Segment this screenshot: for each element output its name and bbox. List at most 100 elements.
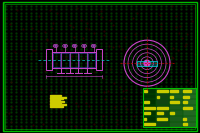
Point — [49, 105, 53, 107]
Point — [99, 75, 103, 77]
Point — [4, 108, 8, 110]
Point — [49, 121, 53, 123]
Point — [59, 65, 63, 67]
Point — [44, 15, 48, 17]
Point — [109, 45, 113, 47]
Point — [9, 88, 13, 90]
Point — [124, 51, 128, 54]
Point — [184, 108, 188, 110]
Point — [89, 98, 93, 100]
Point — [154, 41, 158, 44]
Point — [99, 28, 103, 30]
Point — [64, 81, 68, 84]
Point — [44, 121, 48, 123]
Point — [99, 15, 103, 17]
Point — [184, 75, 188, 77]
Point — [59, 8, 63, 10]
Point — [124, 28, 128, 30]
Point — [94, 88, 98, 90]
Point — [159, 22, 163, 24]
Point — [54, 18, 58, 20]
Point — [114, 28, 118, 30]
Point — [189, 5, 193, 7]
Point — [184, 81, 188, 84]
Point — [29, 15, 33, 17]
Bar — [183, 118, 186, 120]
Point — [9, 12, 13, 14]
Point — [39, 5, 43, 7]
Point — [154, 71, 158, 74]
Point — [74, 88, 78, 90]
Point — [144, 12, 148, 14]
Point — [144, 115, 148, 117]
Point — [134, 12, 138, 14]
Point — [139, 45, 143, 47]
Point — [79, 48, 83, 50]
Point — [155, 74, 158, 76]
Point — [114, 48, 118, 50]
Point — [159, 8, 163, 10]
Point — [159, 101, 163, 103]
Bar — [183, 94, 196, 99]
Point — [179, 88, 183, 90]
Point — [159, 125, 163, 127]
Point — [44, 108, 48, 110]
Point — [59, 25, 63, 27]
Point — [164, 125, 168, 127]
Point — [4, 118, 8, 120]
Point — [104, 12, 108, 14]
Point — [94, 71, 98, 74]
Point — [154, 88, 158, 90]
Point — [14, 91, 18, 93]
Point — [164, 12, 168, 14]
Point — [14, 32, 18, 34]
Point — [89, 18, 93, 20]
Point — [129, 15, 133, 17]
Point — [134, 33, 137, 35]
Point — [112, 24, 115, 26]
Point — [4, 15, 8, 17]
Bar — [52, 52, 96, 68]
Point — [64, 35, 68, 37]
Point — [54, 5, 58, 7]
Point — [59, 78, 63, 80]
Point — [119, 38, 123, 40]
Point — [104, 8, 108, 10]
Point — [34, 88, 38, 90]
Point — [59, 35, 63, 37]
Point — [114, 12, 118, 14]
Point — [139, 41, 143, 44]
Point — [19, 111, 23, 113]
Point — [24, 22, 28, 24]
Point — [29, 8, 33, 10]
Point — [64, 41, 68, 44]
Point — [84, 98, 88, 100]
Point — [159, 27, 162, 29]
Point — [9, 65, 13, 67]
Point — [92, 71, 95, 73]
Point — [9, 101, 13, 103]
Point — [159, 68, 163, 70]
Point — [134, 38, 138, 40]
Point — [179, 18, 183, 20]
Point — [4, 48, 8, 50]
Point — [64, 121, 68, 123]
Point — [29, 35, 33, 37]
Point — [170, 87, 173, 89]
Point — [69, 5, 73, 7]
Point — [69, 68, 73, 70]
Point — [154, 75, 158, 77]
Bar — [137, 61, 157, 66]
Point — [119, 71, 123, 74]
Point — [49, 41, 53, 44]
Point — [34, 22, 38, 24]
Point — [124, 121, 128, 123]
Point — [59, 48, 63, 50]
Point — [14, 95, 18, 97]
Point — [84, 22, 88, 24]
Point — [14, 38, 18, 40]
Point — [159, 108, 163, 110]
Point — [179, 105, 183, 107]
Point — [31, 49, 35, 51]
Point — [139, 101, 143, 103]
